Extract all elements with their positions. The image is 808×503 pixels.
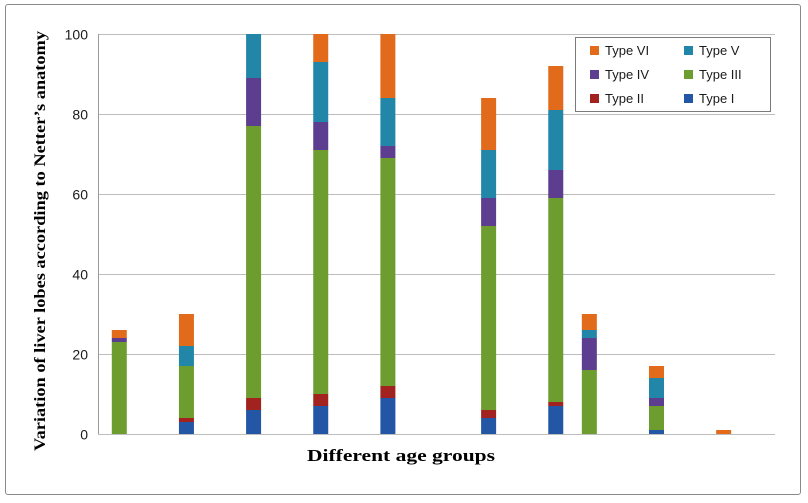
bar-segment-type-iii <box>313 150 329 394</box>
y-tick-label: 0 <box>80 427 88 443</box>
legend-label-type-iii: Type III <box>699 66 742 82</box>
grid <box>98 34 775 435</box>
bar-segment-type-v <box>246 34 262 78</box>
bar-segment-type-iii <box>581 370 597 434</box>
bar-segment-type-i <box>380 398 396 434</box>
bar-segment-type-vi <box>581 314 597 330</box>
legend-swatch-type-iii <box>684 69 693 79</box>
bar-segment-type-v <box>481 150 497 198</box>
legend-swatch-type-iv <box>590 69 599 79</box>
bar-segment-type-iv <box>648 398 664 406</box>
bar-segment-type-vi <box>548 66 564 110</box>
bar-segment-type-iii <box>380 158 396 386</box>
bar-segment-type-vi <box>481 98 497 150</box>
bar-segment-type-iv <box>313 122 329 150</box>
legend-item-type-v: Type V <box>684 38 778 62</box>
legend-item-type-ii: Type II <box>590 87 684 111</box>
legend: Type VI Type V Type IV Type III Type II … <box>575 37 771 112</box>
legend-swatch-type-i <box>684 94 693 104</box>
legend-swatch-type-v <box>684 45 693 55</box>
y-tick-label: 20 <box>72 347 88 363</box>
legend-item-type-i: Type I <box>684 87 778 111</box>
legend-item-type-iv: Type IV <box>590 62 684 86</box>
bar-segment-type-vi <box>111 330 127 338</box>
bar-segment-type-i <box>481 418 497 434</box>
bar-segment-type-iii <box>246 126 262 398</box>
bar-segment-type-ii <box>246 398 262 410</box>
bar-segment-type-v <box>548 110 564 170</box>
bar-segment-type-iii <box>178 366 194 418</box>
legend-swatch-type-ii <box>590 94 599 104</box>
bar-segment-type-iii <box>548 198 564 402</box>
bar-segment-type-vi <box>648 366 664 378</box>
bar-segment-type-v <box>648 378 664 398</box>
bar-segment-type-vi <box>313 34 329 62</box>
bar-segment-type-iv <box>481 198 497 226</box>
bars <box>111 34 732 434</box>
bar-segment-type-iv <box>246 78 262 126</box>
bar-segment-type-v <box>178 346 194 366</box>
bar-segment-type-i <box>313 406 329 434</box>
legend-label-type-vi: Type VI <box>605 42 650 58</box>
y-tick-label: 80 <box>72 107 88 123</box>
legend-label-type-v: Type V <box>699 42 740 58</box>
bar-segment-type-iv <box>111 338 127 342</box>
bar-segment-type-iv <box>548 170 564 198</box>
y-axis-ticks: 0 20 40 60 80 100 <box>65 27 89 443</box>
bar-segment-type-ii <box>481 410 497 418</box>
y-tick-label: 100 <box>65 27 89 43</box>
bar-segment-type-iii <box>648 406 664 430</box>
legend-swatch-type-vi <box>590 45 599 55</box>
bar-segment-type-vi <box>380 34 396 98</box>
bar-segment-type-ii <box>178 418 194 422</box>
bar-segment-type-iii <box>111 342 127 434</box>
bar-segment-type-i <box>648 430 664 434</box>
bar-segment-type-vi <box>716 430 732 434</box>
y-axis-title: Variation of liver lobes according to Ne… <box>32 31 49 451</box>
legend-label-type-iv: Type IV <box>605 66 650 82</box>
bar-segment-type-ii <box>548 402 564 406</box>
bar-segment-type-vi <box>178 314 194 346</box>
legend-item-type-iii: Type III <box>684 62 778 86</box>
bar-segment-type-iv <box>581 338 597 370</box>
y-tick-label: 40 <box>72 267 88 283</box>
bar-segment-type-v <box>380 98 396 146</box>
bar-segment-type-i <box>548 406 564 434</box>
bar-segment-type-v <box>581 330 597 338</box>
bar-segment-type-iv <box>380 146 396 158</box>
legend-item-type-vi: Type VI <box>590 38 684 62</box>
bar-segment-type-i <box>246 410 262 434</box>
bar-segment-type-v <box>313 62 329 122</box>
chart-frame <box>5 4 801 495</box>
y-tick-label: 60 <box>72 187 88 203</box>
bar-segment-type-ii <box>380 386 396 398</box>
bar-segment-type-iii <box>481 226 497 410</box>
legend-label-type-ii: Type II <box>605 91 645 107</box>
bar-segment-type-i <box>178 422 194 434</box>
bar-segment-type-ii <box>313 394 329 406</box>
legend-label-type-i: Type I <box>699 91 735 107</box>
x-axis-title: Different age groups <box>307 446 495 465</box>
